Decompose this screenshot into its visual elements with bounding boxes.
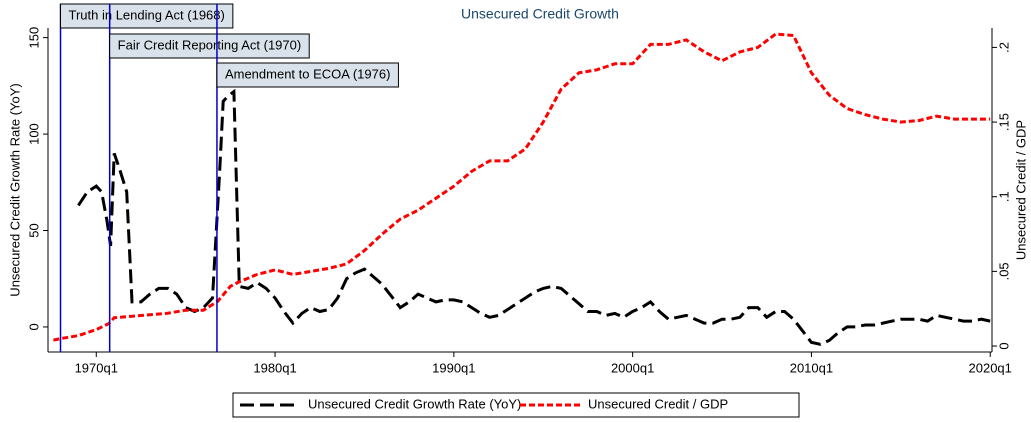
legend-label: Unsecured Credit / GDP bbox=[588, 396, 728, 411]
annotation-box bbox=[60, 3, 234, 29]
x-tick-label: 2020q1 bbox=[969, 360, 1012, 375]
y2-tick-label: .1 bbox=[996, 191, 1011, 202]
data-line bbox=[77, 88, 991, 346]
y2-tick-label: 0 bbox=[996, 342, 1011, 349]
y2-tick-label: .15 bbox=[996, 113, 1011, 131]
y-tick-label: 0 bbox=[26, 323, 41, 330]
annotation-text: Truth in Lending Act (1968) bbox=[69, 7, 225, 22]
y2-axis-label: Unsecured Credit / GDP bbox=[1013, 120, 1028, 260]
y-tick-label: 150 bbox=[26, 27, 41, 49]
x-tick-label: 1970q1 bbox=[75, 360, 118, 375]
annotation-text: Amendment to ECOA (1976) bbox=[225, 66, 390, 81]
x-tick-label: 1990q1 bbox=[432, 360, 475, 375]
y-tick-label: 100 bbox=[26, 123, 41, 145]
annotation-text: Fair Credit Reporting Act (1970) bbox=[118, 37, 302, 52]
legend-label: Unsecured Credit Growth Rate (YoY) bbox=[308, 396, 521, 411]
annotation-box bbox=[216, 62, 399, 88]
annotation-box bbox=[109, 33, 310, 59]
chart-title: Unsecured Credit Growth bbox=[461, 6, 619, 22]
y-tick-label: 50 bbox=[26, 223, 41, 237]
x-tick-label: 2000q1 bbox=[611, 360, 654, 375]
x-tick-label: 2010q1 bbox=[790, 360, 833, 375]
y-axis-label: Unsecured Credit Growth Rate (YoY) bbox=[7, 83, 22, 296]
y2-tick-label: .2 bbox=[996, 42, 1011, 53]
y2-tick-label: .05 bbox=[996, 262, 1011, 280]
x-tick-label: 1980q1 bbox=[253, 360, 296, 375]
legend-box bbox=[232, 392, 800, 418]
data-line bbox=[53, 32, 991, 342]
